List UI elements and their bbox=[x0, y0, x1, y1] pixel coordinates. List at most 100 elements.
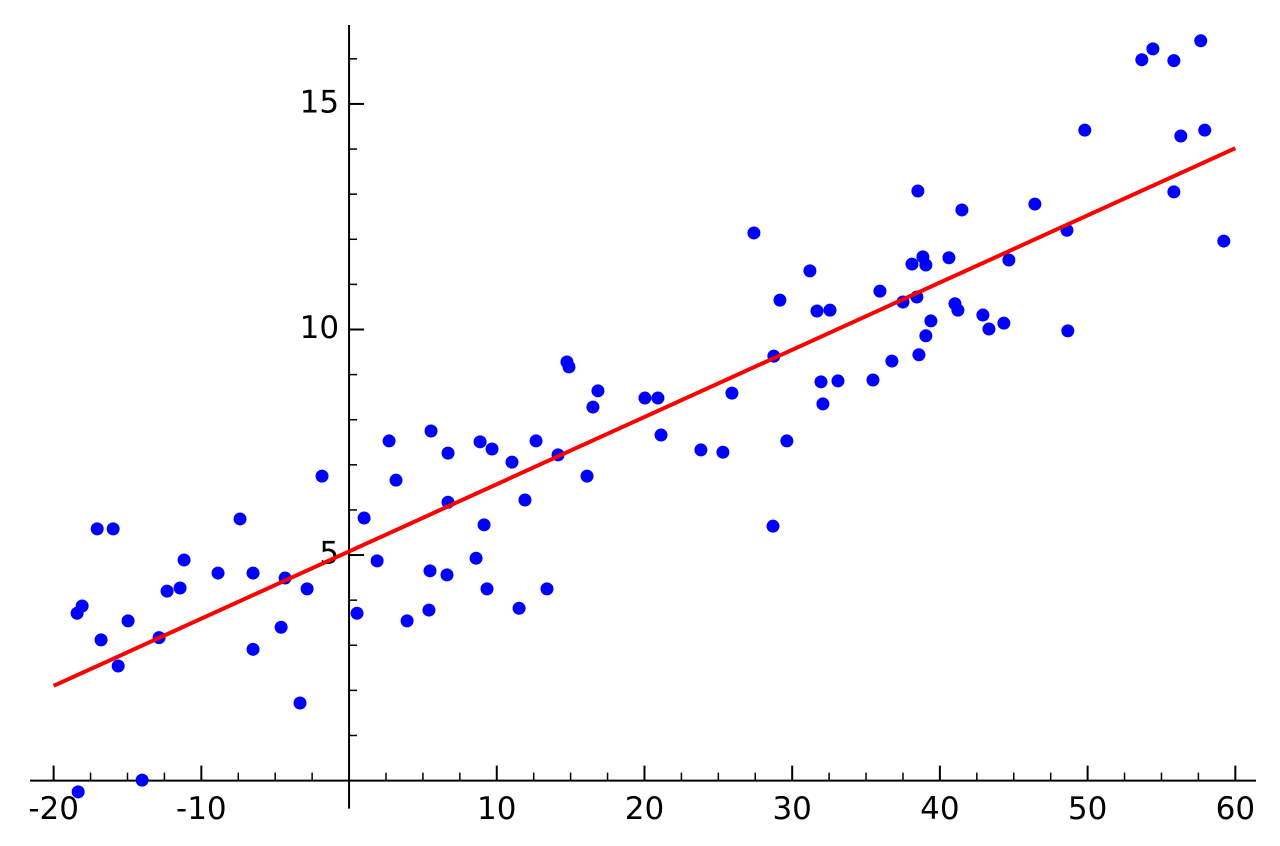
scatter-point bbox=[951, 303, 965, 317]
scatter-point bbox=[694, 443, 708, 457]
scatter-point bbox=[1194, 34, 1208, 48]
scatter-point bbox=[651, 391, 665, 405]
scatter-point bbox=[638, 391, 652, 405]
scatter-point bbox=[173, 581, 187, 595]
scatter-point bbox=[976, 308, 990, 322]
scatter-point bbox=[424, 424, 438, 438]
x-tick-label: -20 bbox=[28, 791, 79, 827]
x-tick-label: 40 bbox=[920, 791, 959, 827]
scatter-point bbox=[90, 522, 104, 536]
scatter-point bbox=[924, 314, 938, 328]
scatter-point bbox=[823, 303, 837, 317]
scatter-point bbox=[982, 322, 996, 336]
scatter-point bbox=[919, 258, 933, 272]
scatter-point bbox=[780, 434, 794, 448]
scatter-point bbox=[518, 493, 532, 507]
scatter-point bbox=[866, 373, 880, 387]
x-tick-label: 50 bbox=[1068, 791, 1107, 827]
scatter-point bbox=[803, 264, 817, 278]
scatter-point bbox=[469, 551, 483, 565]
scatter-point bbox=[1217, 234, 1231, 248]
scatter-point bbox=[810, 304, 824, 318]
scatter-point bbox=[529, 434, 543, 448]
scatter-point bbox=[562, 360, 576, 374]
scatter-point bbox=[831, 374, 845, 388]
scatter-point bbox=[480, 582, 494, 596]
scatter-point bbox=[1167, 54, 1181, 68]
scatter-point bbox=[1174, 129, 1188, 143]
scatter-point bbox=[300, 582, 314, 596]
x-tick-label: 20 bbox=[625, 791, 664, 827]
scatter-point bbox=[1167, 185, 1181, 199]
scatter-point bbox=[485, 442, 499, 456]
scatter-point bbox=[1146, 42, 1160, 56]
scatter-point bbox=[357, 511, 371, 525]
scatter-point bbox=[160, 584, 174, 598]
scatter-point bbox=[540, 582, 554, 596]
y-tick-label: 5 bbox=[319, 536, 339, 572]
scatter-point bbox=[1061, 324, 1075, 338]
scatter-point bbox=[580, 469, 594, 483]
scatter-point bbox=[71, 785, 85, 799]
scatter-point bbox=[716, 445, 730, 459]
scatter-point bbox=[725, 386, 739, 400]
scatter-point bbox=[75, 599, 89, 613]
scatter-point bbox=[905, 257, 919, 271]
scatter-point bbox=[997, 316, 1011, 330]
scatter-point bbox=[106, 522, 120, 536]
scatter-point bbox=[274, 620, 288, 634]
scatter-point bbox=[885, 354, 899, 368]
scatter-point bbox=[473, 435, 487, 449]
x-tick-label: -10 bbox=[176, 791, 227, 827]
scatter-point bbox=[1078, 123, 1092, 137]
scatter-point bbox=[441, 446, 455, 460]
scatter-point bbox=[1135, 53, 1149, 67]
scatter-point bbox=[942, 251, 956, 265]
scatter-point bbox=[400, 614, 414, 628]
x-tick-label: 60 bbox=[1216, 791, 1255, 827]
scatter-point bbox=[423, 564, 437, 578]
scatter-point bbox=[816, 397, 830, 411]
scatter-point bbox=[512, 601, 526, 615]
x-tick-label: 30 bbox=[772, 791, 811, 827]
scatter-point bbox=[246, 566, 260, 580]
scatter-point bbox=[440, 568, 454, 582]
scatter-point bbox=[1198, 123, 1212, 137]
scatter-point bbox=[747, 226, 761, 240]
scatter-point bbox=[477, 518, 491, 532]
scatter-point bbox=[773, 293, 787, 307]
scatter-point bbox=[654, 428, 668, 442]
scatter-point bbox=[211, 566, 225, 580]
y-tick-label: 10 bbox=[300, 310, 339, 346]
scatter-point bbox=[591, 384, 605, 398]
scatter-point bbox=[1028, 197, 1042, 211]
scatter-point bbox=[911, 184, 925, 198]
scatter-point bbox=[1002, 253, 1016, 267]
scatter-point bbox=[389, 473, 403, 487]
scatter-point bbox=[912, 348, 926, 362]
scatter-point bbox=[246, 642, 260, 656]
y-tick-label: 15 bbox=[300, 84, 339, 120]
regression-line bbox=[52, 146, 1237, 688]
scatter-point bbox=[766, 519, 780, 533]
scatter-point bbox=[919, 329, 933, 343]
scatter-point bbox=[814, 375, 828, 389]
x-tick-label: 10 bbox=[477, 791, 516, 827]
scatter-point bbox=[586, 400, 600, 414]
scatter-point bbox=[293, 696, 307, 710]
scatter-point bbox=[135, 773, 149, 787]
scatter-point bbox=[955, 203, 969, 217]
scatter-point bbox=[422, 603, 436, 617]
scatter-point bbox=[94, 633, 108, 647]
scatter-point bbox=[233, 512, 247, 526]
scatter-point bbox=[121, 614, 135, 628]
scatter-point bbox=[350, 606, 364, 620]
scatter-point bbox=[177, 553, 191, 567]
scatter-point bbox=[382, 434, 396, 448]
scatter-point bbox=[873, 284, 887, 298]
scatter-point bbox=[315, 469, 329, 483]
scatter-point bbox=[111, 659, 125, 673]
scatter-point bbox=[505, 455, 519, 469]
scatter-point bbox=[370, 554, 384, 568]
